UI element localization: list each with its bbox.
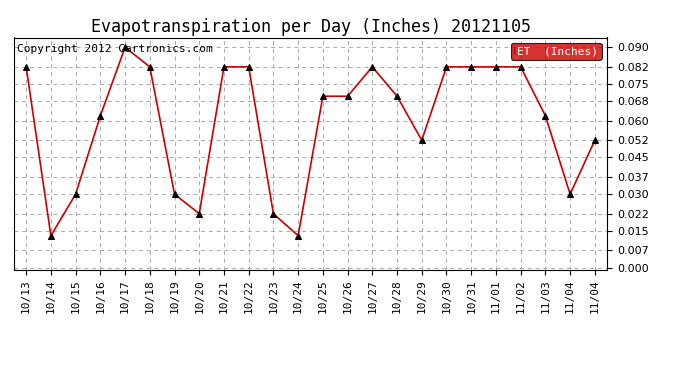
Legend: ET  (Inches): ET (Inches) — [511, 43, 602, 60]
Title: Evapotranspiration per Day (Inches) 20121105: Evapotranspiration per Day (Inches) 2012… — [90, 18, 531, 36]
Text: Copyright 2012 Cartronics.com: Copyright 2012 Cartronics.com — [17, 45, 213, 54]
